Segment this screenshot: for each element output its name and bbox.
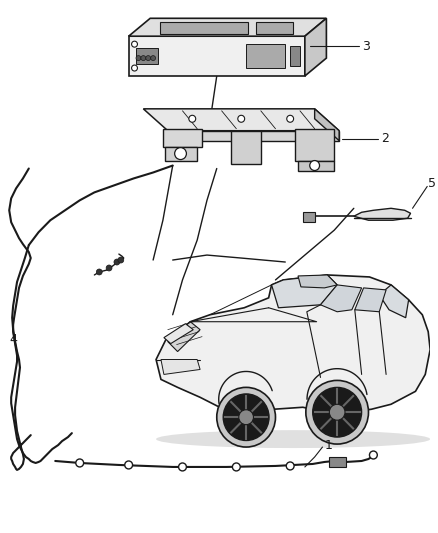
Polygon shape (298, 160, 334, 171)
Circle shape (313, 387, 362, 437)
Circle shape (223, 394, 269, 440)
Polygon shape (290, 46, 300, 66)
Circle shape (233, 463, 240, 471)
Circle shape (114, 259, 120, 265)
Circle shape (76, 459, 84, 467)
Text: 1: 1 (325, 439, 332, 451)
Polygon shape (231, 131, 261, 164)
Polygon shape (137, 48, 158, 64)
Circle shape (141, 55, 146, 61)
Circle shape (106, 265, 112, 271)
Polygon shape (168, 131, 339, 141)
Polygon shape (305, 18, 326, 76)
Polygon shape (164, 324, 193, 344)
Circle shape (175, 148, 187, 159)
Circle shape (189, 115, 196, 122)
Circle shape (96, 269, 102, 275)
Polygon shape (143, 109, 339, 131)
Polygon shape (314, 109, 339, 141)
Polygon shape (168, 322, 200, 352)
Text: 5: 5 (428, 177, 436, 190)
Circle shape (239, 410, 254, 425)
Circle shape (310, 160, 320, 171)
Polygon shape (129, 36, 305, 76)
Circle shape (286, 462, 294, 470)
Text: 3: 3 (362, 39, 370, 53)
Circle shape (118, 257, 124, 263)
Circle shape (217, 387, 276, 447)
Circle shape (146, 55, 151, 61)
Circle shape (125, 461, 133, 469)
Polygon shape (329, 457, 346, 467)
Ellipse shape (156, 430, 430, 448)
Circle shape (131, 65, 138, 71)
Polygon shape (298, 275, 337, 288)
Polygon shape (246, 44, 285, 68)
Circle shape (329, 404, 345, 420)
Polygon shape (272, 275, 337, 308)
Polygon shape (156, 275, 430, 411)
Polygon shape (295, 129, 334, 160)
Polygon shape (303, 212, 314, 222)
Text: 4: 4 (9, 333, 17, 346)
Circle shape (131, 41, 138, 47)
Text: 2: 2 (381, 132, 389, 145)
Polygon shape (161, 360, 200, 375)
Polygon shape (129, 18, 326, 36)
Polygon shape (163, 129, 202, 147)
Circle shape (287, 115, 293, 122)
Polygon shape (321, 285, 362, 312)
Circle shape (179, 463, 187, 471)
Polygon shape (165, 147, 197, 160)
Circle shape (238, 115, 245, 122)
Circle shape (306, 381, 368, 444)
Circle shape (370, 451, 377, 459)
Polygon shape (354, 208, 410, 220)
Circle shape (136, 55, 141, 61)
Polygon shape (355, 288, 386, 312)
Polygon shape (256, 22, 293, 34)
Circle shape (151, 55, 155, 61)
Polygon shape (379, 285, 409, 318)
Polygon shape (160, 22, 248, 34)
